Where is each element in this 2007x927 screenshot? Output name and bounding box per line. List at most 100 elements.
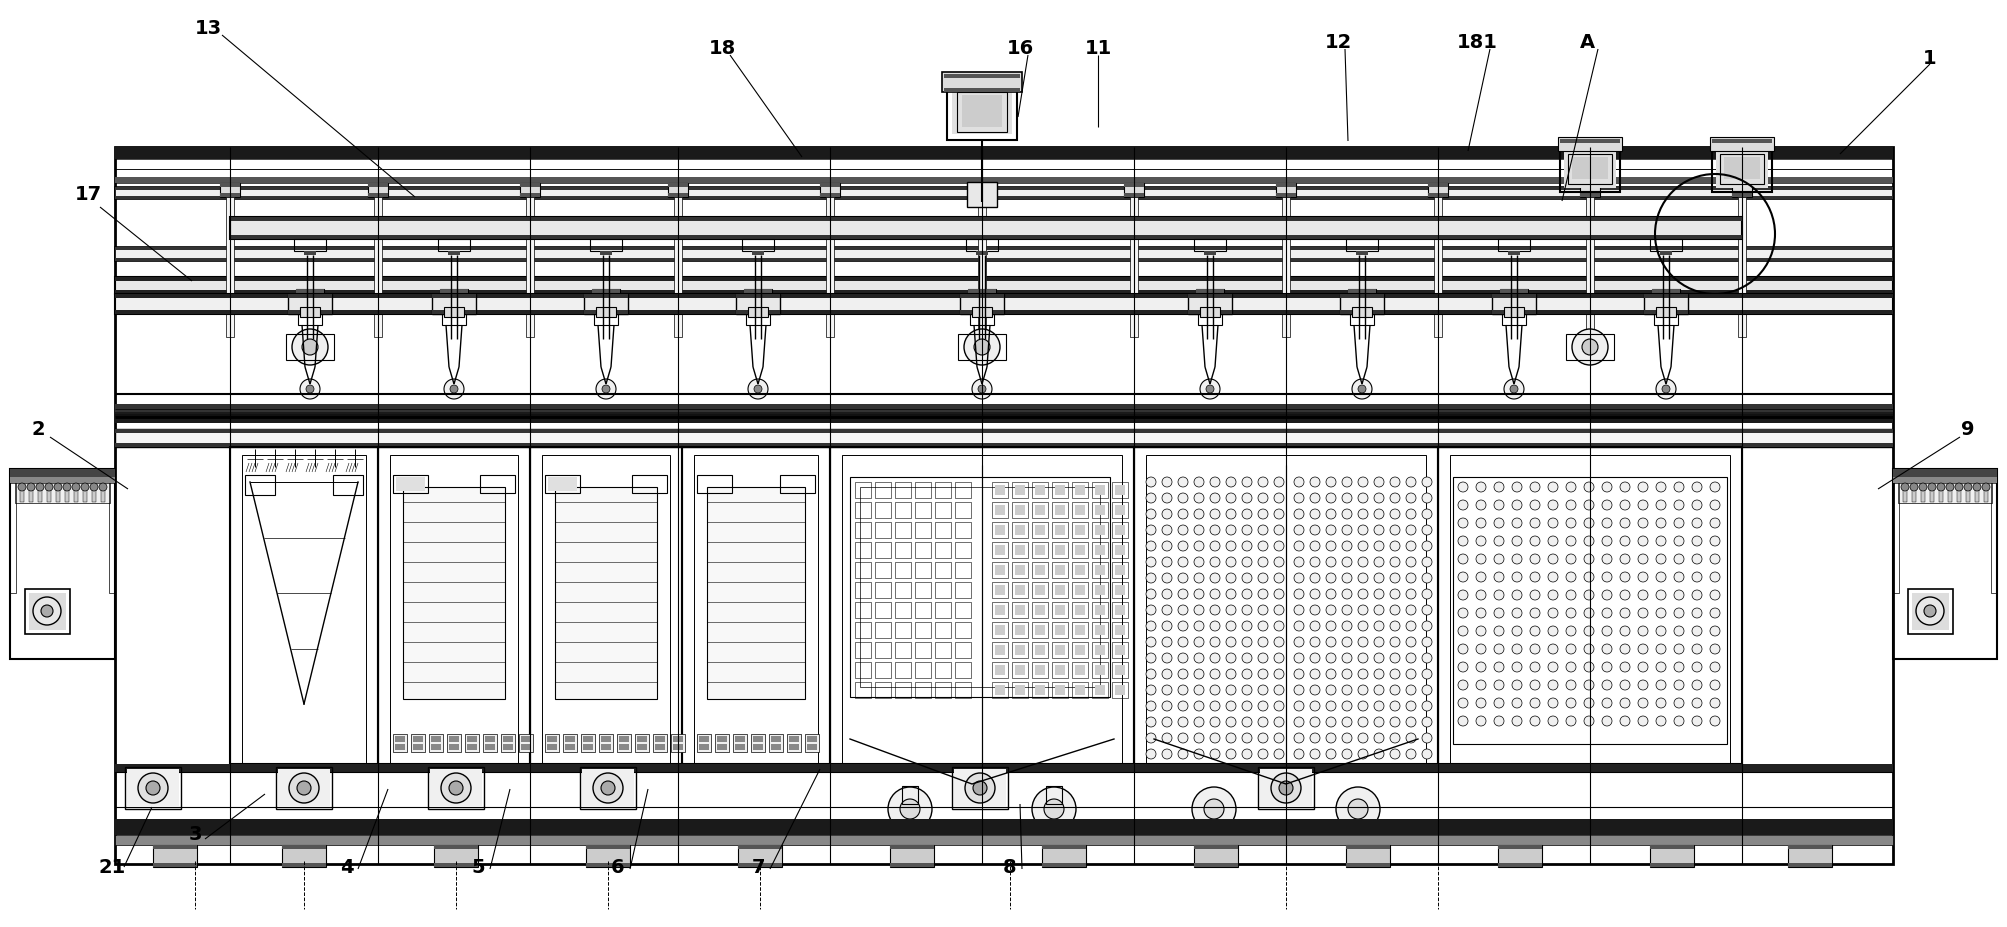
Bar <box>283 863 325 867</box>
Circle shape <box>1407 733 1417 743</box>
Bar <box>1012 563 1028 578</box>
Bar <box>915 682 931 698</box>
Circle shape <box>1584 572 1594 582</box>
Bar <box>114 819 1893 835</box>
Circle shape <box>1692 717 1702 726</box>
Circle shape <box>1493 501 1503 511</box>
Circle shape <box>1178 477 1188 488</box>
Circle shape <box>1620 717 1630 726</box>
Bar <box>10 469 114 477</box>
Circle shape <box>1295 685 1305 695</box>
Circle shape <box>1327 557 1337 567</box>
Circle shape <box>1146 669 1156 679</box>
Circle shape <box>1226 669 1236 679</box>
Bar <box>991 482 1008 499</box>
Bar <box>486 744 496 750</box>
Bar <box>600 736 610 743</box>
Bar <box>855 682 871 698</box>
Bar <box>1046 786 1062 804</box>
Bar <box>504 744 514 750</box>
Circle shape <box>1493 590 1503 601</box>
Circle shape <box>1493 537 1503 546</box>
Circle shape <box>1674 680 1684 691</box>
Circle shape <box>1674 501 1684 511</box>
Circle shape <box>1359 717 1369 727</box>
Bar <box>955 563 971 578</box>
Bar <box>1497 863 1541 867</box>
Circle shape <box>1547 698 1557 708</box>
Circle shape <box>289 773 319 803</box>
Bar <box>592 289 620 306</box>
Circle shape <box>80 484 88 491</box>
Bar <box>440 289 468 294</box>
Bar <box>1650 863 1694 867</box>
Circle shape <box>1359 574 1369 583</box>
Bar <box>502 734 516 752</box>
Text: 17: 17 <box>74 185 102 204</box>
Circle shape <box>1226 590 1236 600</box>
Bar <box>991 662 1008 679</box>
Circle shape <box>1295 638 1305 647</box>
Bar <box>935 603 951 618</box>
Circle shape <box>1475 662 1485 672</box>
Bar <box>1032 642 1048 658</box>
Bar <box>522 744 532 750</box>
Circle shape <box>600 781 614 795</box>
Bar <box>598 734 612 752</box>
Bar <box>1112 542 1128 558</box>
Circle shape <box>1311 605 1321 616</box>
Bar <box>789 736 799 743</box>
Bar <box>1076 605 1086 616</box>
Bar <box>450 744 460 750</box>
Circle shape <box>1343 638 1353 647</box>
Bar <box>283 845 325 867</box>
Circle shape <box>1457 627 1467 636</box>
Bar <box>1429 194 1447 197</box>
Circle shape <box>1178 621 1188 631</box>
Bar <box>283 845 325 849</box>
Bar <box>875 502 891 518</box>
Circle shape <box>1162 526 1172 536</box>
Bar <box>875 542 891 558</box>
Circle shape <box>1565 482 1575 492</box>
Bar <box>303 252 315 256</box>
Circle shape <box>1620 608 1630 618</box>
Bar <box>1347 845 1391 867</box>
Circle shape <box>1638 608 1648 618</box>
Bar <box>1036 565 1046 576</box>
Bar <box>295 289 323 294</box>
Circle shape <box>1391 590 1401 600</box>
Circle shape <box>1638 501 1648 511</box>
Bar <box>10 469 114 659</box>
Circle shape <box>1226 477 1236 488</box>
Circle shape <box>1620 554 1630 565</box>
Bar <box>1016 526 1026 536</box>
Bar <box>442 306 466 325</box>
Circle shape <box>1511 717 1521 726</box>
Bar <box>1349 301 1377 306</box>
Bar <box>10 477 114 484</box>
Bar <box>915 582 931 598</box>
Circle shape <box>1274 621 1284 631</box>
Bar <box>1092 662 1108 679</box>
Circle shape <box>1194 717 1204 727</box>
Circle shape <box>1692 537 1702 546</box>
Bar <box>1052 642 1068 658</box>
Circle shape <box>1375 541 1385 552</box>
Bar <box>114 248 1893 261</box>
Circle shape <box>1375 477 1385 488</box>
Bar <box>1096 486 1106 495</box>
Circle shape <box>1274 541 1284 552</box>
Circle shape <box>1391 749 1401 759</box>
Circle shape <box>1194 493 1204 503</box>
Bar <box>1052 662 1068 679</box>
Bar <box>672 736 682 743</box>
Circle shape <box>1359 510 1369 519</box>
Bar <box>967 289 995 306</box>
Bar <box>1200 308 1220 318</box>
Circle shape <box>1226 621 1236 631</box>
Circle shape <box>1407 477 1417 488</box>
Bar <box>1893 469 1997 659</box>
Circle shape <box>1258 621 1268 631</box>
Bar <box>1499 301 1527 306</box>
